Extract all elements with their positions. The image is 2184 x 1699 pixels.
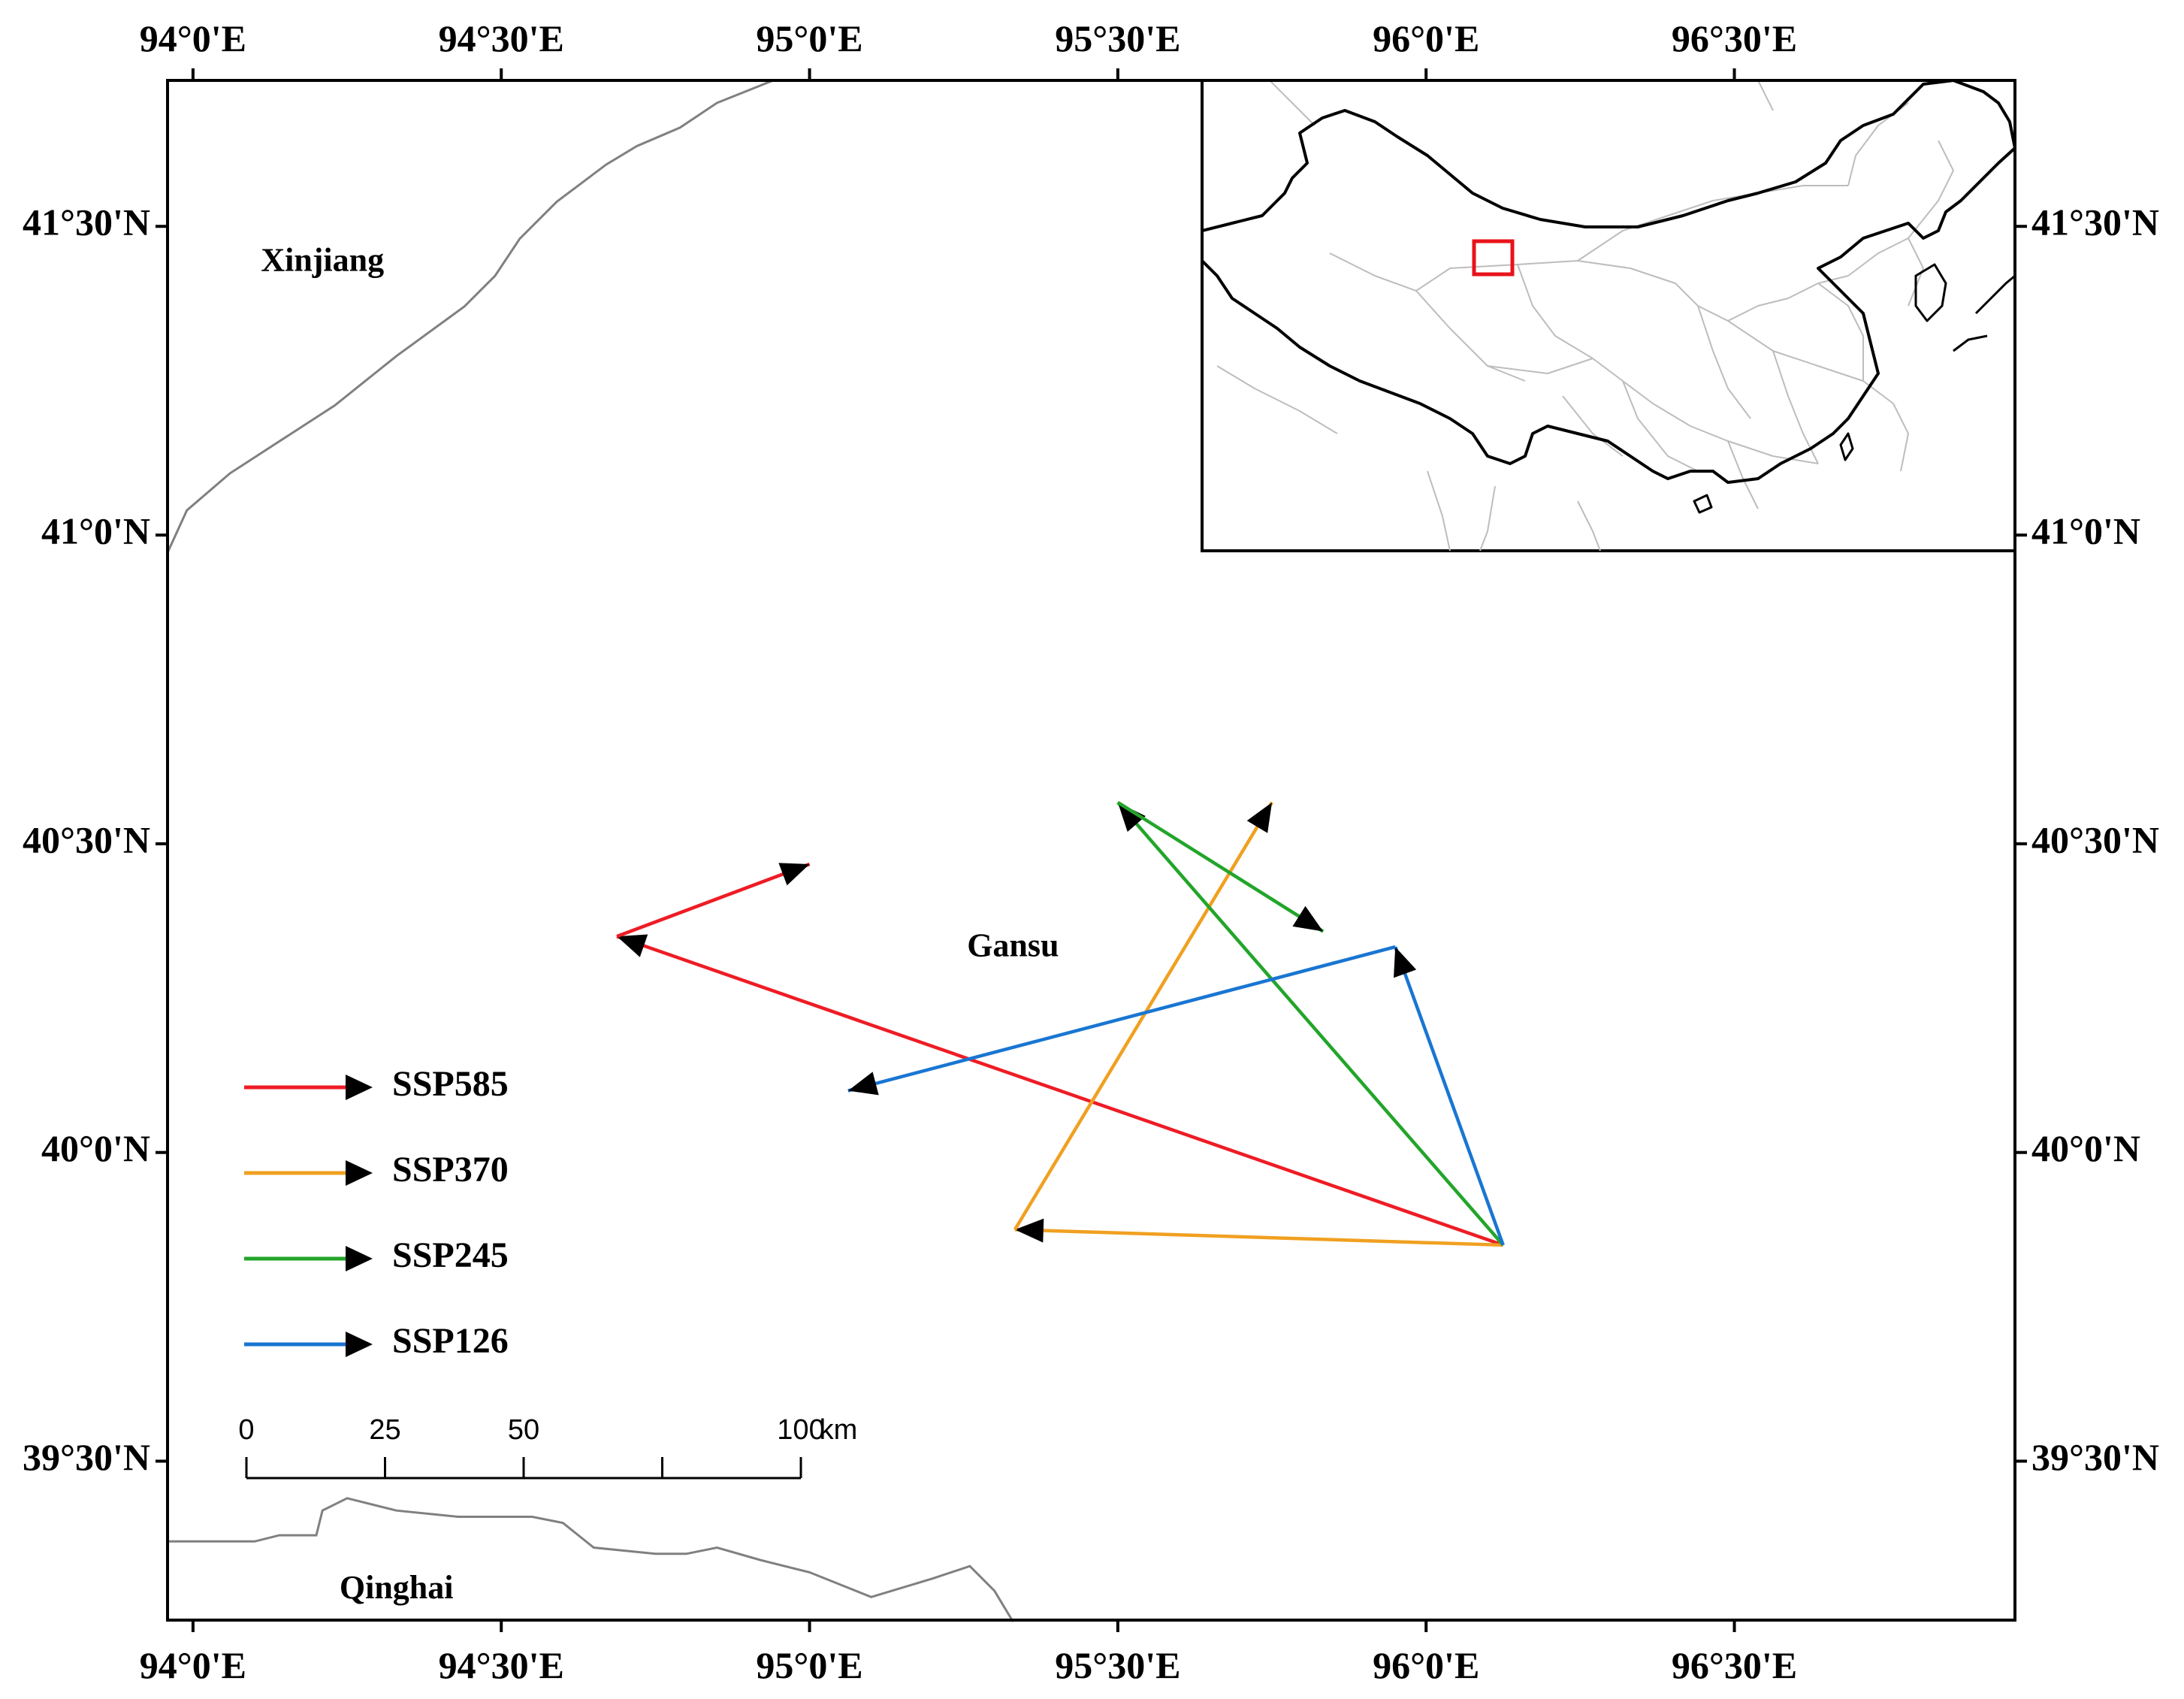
lon-label-top: 96°0'E [1373,17,1479,59]
region-label-gansu: Gansu [967,927,1059,964]
centroid-migration-tracks [616,800,1505,1247]
track-segment [1394,946,1505,1246]
legend: SSP585 SSP370 SSP245 SSP126 [244,1064,509,1361]
legend-label: SSP370 [392,1150,509,1190]
track-ssp245 [1116,800,1505,1247]
lat-label-right: 39°30'N [2031,1436,2159,1478]
track-segment [1116,801,1505,1247]
legend-label: SSP126 [392,1321,509,1361]
study-area-locator-box [1472,239,1515,277]
lon-label-top: 94°0'E [140,17,246,59]
legend-item-ssp370: SSP370 [244,1150,509,1190]
scale-bar-label: 0 [238,1414,254,1446]
legend-item-ssp245: SSP245 [244,1235,509,1275]
arrowhead-icon [1246,802,1273,833]
border-xinjiang-gansu [166,79,773,555]
track-ssp126 [847,945,1505,1246]
scale-bar-label: 100 [777,1414,824,1446]
scale-bar-unit: km [820,1414,858,1446]
track-segment [616,934,1504,1247]
china-locator-map-icon [1202,80,2015,551]
lat-label-left: 41°0'N [41,510,150,552]
region-labels: Xinjiang Gansu Qinghai [261,242,1059,1607]
legend-item-ssp585: SSP585 [244,1064,509,1104]
lat-label-right: 41°0'N [2031,510,2140,552]
arrowhead-icon [617,934,648,957]
region-label-qinghai: Qinghai [340,1569,454,1606]
arrowhead-icon [1394,947,1417,978]
arrowhead-icon [847,1072,879,1096]
lon-label-top: 95°0'E [756,17,862,59]
lat-label-right: 41°30'N [2031,201,2159,243]
track-segment [1014,1228,1503,1247]
lat-label-right: 40°0'N [2031,1127,2140,1169]
track-segment [1116,800,1325,933]
scale-bar-label: 25 [369,1414,400,1446]
region-label-xinjiang: Xinjiang [261,242,384,279]
track-segment [616,862,811,939]
arrowhead-icon [346,1160,373,1186]
graticule-labels: 94°0'E 94°0'E 94°30'E 94°30'E 95°0'E 95°0'E 95… [23,17,2159,1686]
arrowhead-icon [346,1332,373,1357]
lat-label-left: 40°0'N [41,1127,150,1169]
border-gansu-qinghai [167,1497,1014,1622]
lon-label-top: 94°30'E [439,17,564,59]
lat-label-right: 40°30'N [2031,818,2159,860]
arrowhead-icon [778,863,810,886]
lon-label-bottom: 95°30'E [1055,1644,1180,1686]
lat-label-left: 41°30'N [23,201,150,243]
arrowhead-icon [346,1075,373,1100]
arrowhead-icon [346,1246,373,1271]
legend-label: SSP585 [392,1064,509,1104]
scale-bar-label: 50 [508,1414,539,1446]
graticule-ticks [156,68,2027,1632]
map-frame [166,79,2016,1622]
lon-label-bottom: 96°30'E [1672,1644,1797,1686]
inset-frame [1201,79,2016,552]
track-segment [847,945,1396,1093]
lat-label-left: 39°30'N [23,1436,150,1478]
lon-label-top: 95°30'E [1055,17,1180,59]
track-ssp585 [616,862,1504,1247]
lon-label-bottom: 95°0'E [756,1644,862,1686]
arrowhead-icon [1292,905,1324,932]
lat-label-left: 40°30'N [23,818,150,860]
legend-item-ssp126: SSP126 [244,1321,509,1361]
inset-locator-map [1201,79,2016,552]
lon-label-top: 96°30'E [1672,17,1797,59]
legend-label: SSP245 [392,1235,509,1275]
lon-label-bottom: 96°0'E [1373,1644,1479,1686]
lon-label-bottom: 94°0'E [140,1644,246,1686]
province-borders [166,79,1014,1622]
arrowhead-icon [1117,802,1146,832]
arrowhead-icon [1014,1218,1044,1243]
lon-label-bottom: 94°30'E [439,1644,564,1686]
